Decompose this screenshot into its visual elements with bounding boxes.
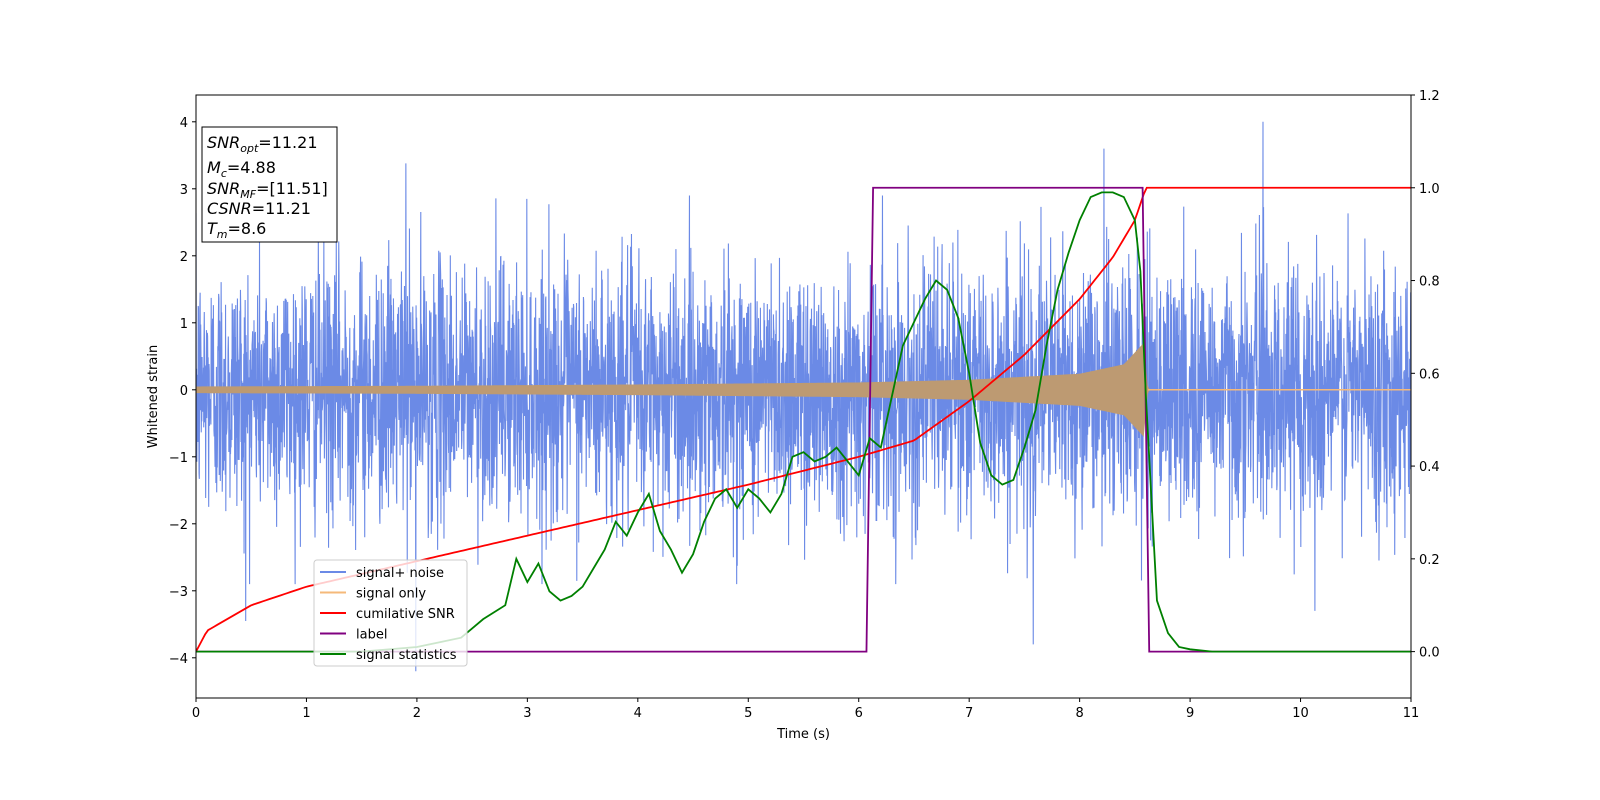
info-line: SNRMF=[11.51] bbox=[207, 179, 328, 201]
y-left-tick-label: 0 bbox=[180, 384, 188, 399]
x-tick-label: 4 bbox=[634, 706, 642, 721]
legend-entry: signal only bbox=[356, 587, 426, 602]
legend-entry: cumilative SNR bbox=[356, 607, 455, 622]
x-axis: 0 1 2 3 4 5 6 7 8 9 10 11 bbox=[192, 698, 1419, 721]
y-left-tick-label: −3 bbox=[169, 585, 188, 600]
y-axis-label: Whitened strain bbox=[146, 345, 161, 448]
y-left-tick-label: 1 bbox=[180, 317, 188, 332]
plot-frame bbox=[195, 94, 1412, 699]
y-left-tick-label: −2 bbox=[169, 518, 188, 533]
info-box: SNRopt=11.21 Mc=4.88SNRMF=[11.51]CSNR=11.… bbox=[201, 126, 338, 243]
legend: signal+ noise signal only cumilative SNR la… bbox=[313, 559, 468, 667]
y-right-tick-label: 0.0 bbox=[1419, 646, 1440, 661]
y-axis-right: 0.0 0.2 0.4 0.6 0.8 1.0 1.2 bbox=[1411, 89, 1440, 661]
y-right-tick-label: 1.2 bbox=[1419, 89, 1440, 104]
legend-entry: signal+ noise bbox=[356, 566, 444, 581]
series-signal-statistics bbox=[196, 191, 1411, 653]
x-tick-label: 10 bbox=[1292, 706, 1309, 721]
x-tick-label: 3 bbox=[523, 706, 531, 721]
info-line: Mc=4.88 bbox=[207, 158, 276, 180]
y-left-tick-label: 4 bbox=[180, 116, 188, 131]
y-right-tick-label: 0.4 bbox=[1419, 460, 1440, 475]
info-line: Tm=8.6 bbox=[207, 219, 266, 241]
x-axis-label: Time (s) bbox=[776, 727, 830, 742]
x-tick-label: 2 bbox=[413, 706, 421, 721]
x-tick-label: 1 bbox=[302, 706, 310, 721]
y-axis-left: −4 −3 −2 −1 0 1 2 3 4 bbox=[169, 116, 196, 667]
info-line: SNRopt=11.21 bbox=[207, 133, 318, 155]
x-tick-label: 11 bbox=[1403, 706, 1420, 721]
y-left-tick-label: 2 bbox=[180, 250, 188, 265]
x-tick-label: 0 bbox=[192, 706, 200, 721]
legend-frame bbox=[313, 559, 468, 667]
x-tick-label: 9 bbox=[1186, 706, 1194, 721]
x-tick-label: 6 bbox=[855, 706, 863, 721]
info-line: CSNR=11.21 bbox=[207, 199, 311, 218]
x-tick-label: 8 bbox=[1075, 706, 1083, 721]
x-tick-label: 7 bbox=[965, 706, 973, 721]
info-box-frame bbox=[201, 126, 338, 243]
y-right-tick-label: 1.0 bbox=[1419, 182, 1440, 197]
y-left-tick-label: −4 bbox=[169, 652, 188, 667]
y-left-tick-label: −1 bbox=[169, 451, 188, 466]
series-signal-only bbox=[196, 342, 1411, 437]
y-left-tick-label: 3 bbox=[180, 183, 188, 198]
y-right-tick-label: 0.6 bbox=[1419, 367, 1440, 382]
legend-entry: label bbox=[356, 628, 387, 643]
y-right-tick-label: 0.2 bbox=[1419, 553, 1440, 568]
series-label bbox=[196, 186, 1411, 653]
y-right-tick-label: 0.8 bbox=[1419, 275, 1440, 290]
x-tick-label: 5 bbox=[744, 706, 752, 721]
legend-entry: signal statistics bbox=[356, 648, 457, 663]
